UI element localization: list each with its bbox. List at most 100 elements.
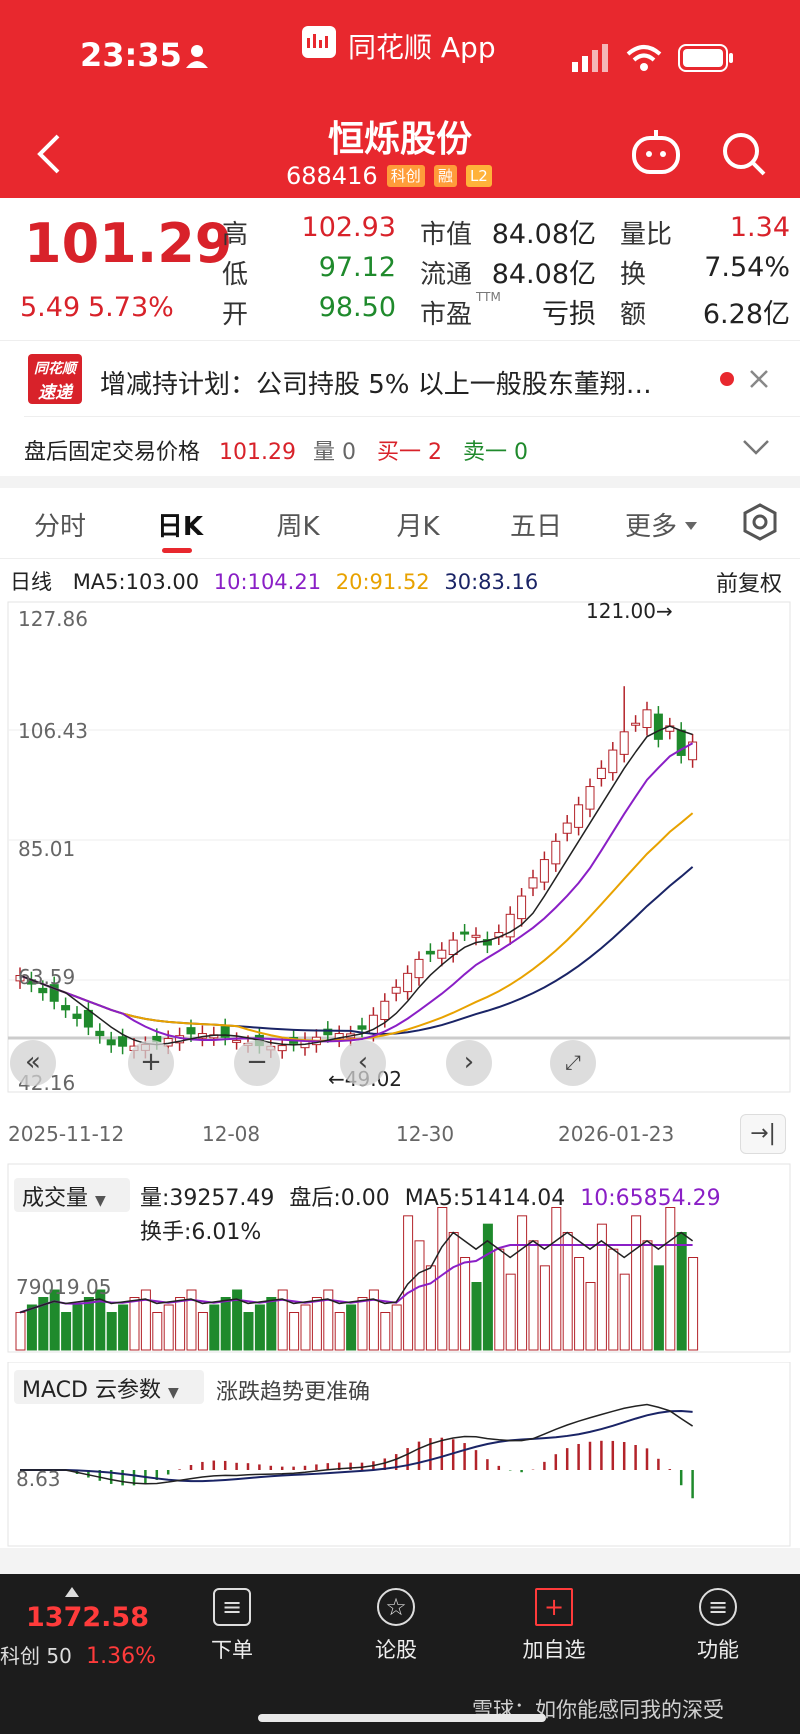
nav-add-watchlist[interactable]: + 加自选 — [512, 1588, 596, 1664]
back-arrow-icon[interactable] — [34, 132, 64, 176]
volume-bar — [471, 1282, 482, 1351]
tab-more[interactable]: 更多 — [624, 512, 677, 542]
nav-order[interactable]: ≡ 下单 — [190, 1588, 274, 1664]
nav-add-watchlist-label: 加自选 — [522, 1638, 586, 1662]
candle-body — [15, 975, 25, 982]
search-icon[interactable] — [720, 130, 768, 178]
candle-body — [61, 1005, 71, 1011]
app-logo-icon — [302, 26, 336, 58]
low-label: 低 — [222, 260, 249, 290]
volume-bar — [83, 1297, 94, 1351]
volume-bar — [152, 1312, 163, 1351]
tab-intraday[interactable]: 分时 — [33, 512, 86, 542]
index-row[interactable]: 科创 50 1.36% — [0, 1640, 156, 1669]
zoom-out-icon[interactable]: − — [234, 1040, 280, 1086]
volume-bar — [220, 1297, 231, 1351]
settings-icon[interactable] — [740, 502, 780, 542]
adjust-mode[interactable]: 前复权 — [716, 572, 783, 597]
macd-selector[interactable]: MACD 云参数 ▼ — [14, 1370, 204, 1404]
volume-bar — [197, 1312, 208, 1351]
caret-down-icon: ▼ — [167, 1385, 179, 1401]
news-badge-icon: 同花顺 速递 — [28, 354, 82, 404]
menu-icon: ≡ — [699, 1588, 737, 1626]
signal-icon — [572, 44, 608, 72]
chevron-down-icon[interactable] — [742, 438, 770, 456]
macd-chart[interactable]: 8.63 — [0, 1362, 800, 1548]
float-label: 流通 — [420, 260, 473, 290]
candle-body — [334, 1033, 344, 1040]
candle-body — [118, 1036, 128, 1047]
kline-chart[interactable]: 127.86 106.43 85.01 63.59 42.16 121.00→ … — [0, 596, 800, 1106]
volume-bar — [551, 1207, 562, 1351]
volume-bar — [118, 1304, 129, 1351]
candle-body — [49, 984, 59, 1002]
robot-icon[interactable] — [630, 128, 682, 176]
turnover-label: 换 — [620, 260, 647, 290]
scroll-right-icon[interactable]: › — [446, 1040, 492, 1086]
dea-line — [20, 1410, 693, 1483]
rewind-icon[interactable]: « — [10, 1040, 56, 1086]
volume-bar — [140, 1289, 151, 1351]
news-headline[interactable]: 增减持计划：公司持股 5% 以上一般股东董翔… — [100, 370, 652, 400]
tab-weekly-k[interactable]: 周K — [276, 512, 320, 542]
candle-body — [517, 895, 527, 920]
tab-active-indicator — [162, 548, 192, 553]
stock-code: 688416 — [286, 162, 378, 190]
candle-body — [403, 972, 413, 993]
afterhours-vol: 0 — [342, 440, 357, 465]
pe-label: 市盈 — [420, 300, 473, 330]
tag-margin: 融 — [433, 164, 457, 187]
candle-body — [471, 934, 481, 938]
ma-legend: 日线 MA5:103.00 10:104.21 20:91.52 30:83.1… — [10, 566, 538, 596]
candle-body — [380, 1000, 390, 1021]
volume-selector[interactable]: 成交量 ▼ — [14, 1178, 130, 1212]
candle-body — [562, 822, 572, 834]
tag-star-market: 科创 — [386, 164, 425, 187]
candle-body — [391, 986, 401, 994]
scroll-left-icon[interactable]: ‹ — [340, 1040, 386, 1086]
low-value: 97.12 — [318, 252, 396, 283]
volume-chart[interactable]: 79019.05 — [0, 1160, 800, 1356]
candle-body — [95, 1030, 105, 1037]
vol-ratio-label: 量比 — [620, 220, 673, 250]
nav-functions[interactable]: ≡ 功能 — [676, 1588, 760, 1664]
up-triangle-icon — [65, 1587, 79, 1597]
fullscreen-icon[interactable]: ⤢ — [550, 1040, 596, 1086]
volume-y-label: 79019.05 — [16, 1275, 111, 1299]
tab-monthly-k[interactable]: 月K — [396, 512, 440, 542]
ma10-value: 10:104.21 — [213, 570, 322, 594]
app-name: 同花顺 App — [348, 31, 496, 64]
zoom-in-icon[interactable]: + — [128, 1040, 174, 1086]
tab-daily-k[interactable]: 日K — [156, 512, 204, 542]
add-watchlist-icon: + — [535, 1588, 573, 1626]
macd-hint[interactable]: 涨跌趋势更准确 — [216, 1380, 371, 1405]
candle-body — [425, 950, 435, 955]
afterhours-row[interactable]: 盘后固定交易价格 101.29 量 0 买一 2 卖一 0 — [24, 434, 528, 466]
candle-body — [414, 958, 424, 979]
close-icon[interactable] — [748, 368, 770, 390]
current-price: 101.29 — [24, 212, 233, 275]
nav-forum[interactable]: ☆ 论股 — [354, 1588, 438, 1664]
volume-bar — [676, 1232, 687, 1351]
jump-latest-icon[interactable]: →| — [740, 1114, 786, 1154]
index-value[interactable]: 1372.58 — [26, 1602, 149, 1633]
candlestick-series — [15, 686, 698, 1059]
ma20-value: 20:91.52 — [335, 570, 430, 594]
unread-dot — [720, 372, 734, 386]
volume-bar — [574, 1257, 585, 1351]
volume-bar — [95, 1289, 106, 1351]
volume-bar — [38, 1297, 49, 1351]
index-pct: 1.36% — [86, 1644, 157, 1669]
afterhours-label: 盘后固定交易价格 — [24, 440, 201, 465]
ma10-line — [19, 742, 694, 1043]
x-label-3: 12-30 — [396, 1122, 455, 1146]
volume-bar — [425, 1265, 436, 1351]
volume-bar — [232, 1289, 243, 1351]
volume-bar — [334, 1312, 345, 1351]
nav-functions-label: 功能 — [697, 1638, 739, 1662]
amount-value: 6.28亿 — [702, 299, 790, 330]
volume-bar — [665, 1207, 676, 1351]
volume-bar — [266, 1297, 277, 1351]
wifi-icon — [626, 45, 662, 71]
tab-five-day[interactable]: 五日 — [509, 512, 562, 542]
